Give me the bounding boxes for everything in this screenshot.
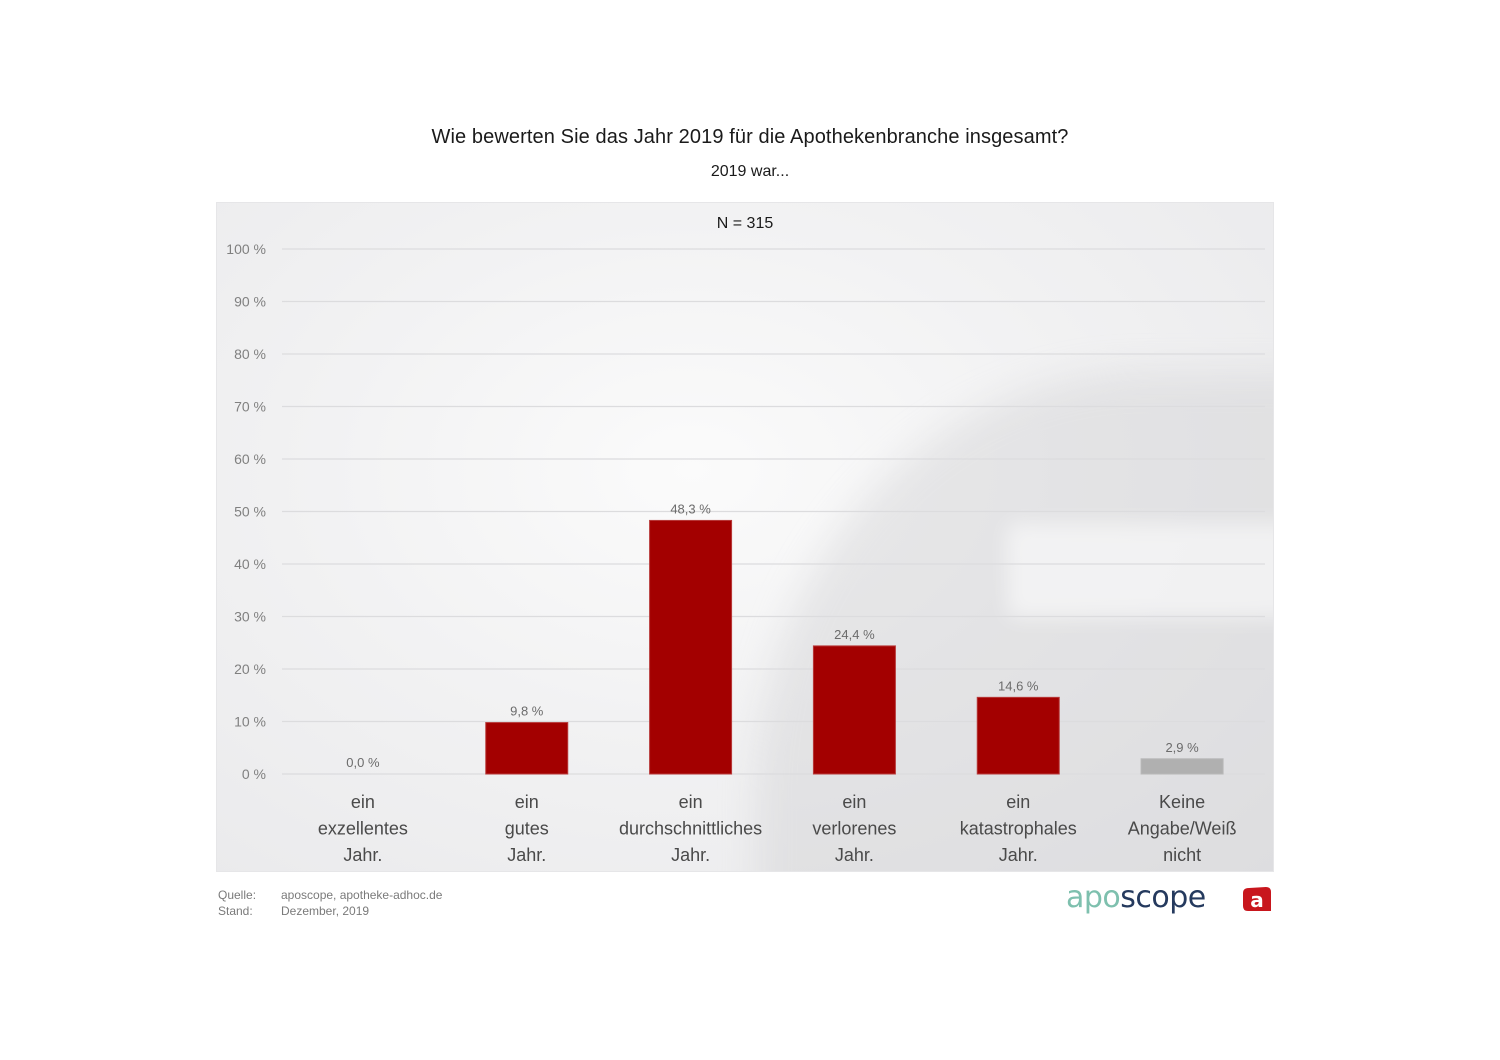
chart-subtitle: 2019 war... [710, 163, 790, 180]
footer-source: Quelle: aposcope, apotheke-adhoc.de [218, 888, 442, 902]
date-key: Stand: [218, 904, 253, 918]
y-tick-label: 10 % [234, 714, 266, 730]
x-tick-label: Jahr. [507, 845, 546, 865]
x-tick-label: ein [1006, 792, 1030, 812]
aposcope-logo: aposcope [1066, 880, 1206, 915]
apotheke-adhoc-logo-icon: a [1243, 887, 1271, 912]
aposcope-logo-part1: apo [1066, 880, 1121, 915]
adhoc-logo-letter: a [1250, 888, 1264, 912]
gridlines [282, 248, 1265, 775]
y-tick-label: 70 % [234, 399, 266, 415]
data-label: 2,9 % [1165, 740, 1199, 755]
bar [485, 722, 569, 775]
chart-panel: 0 % 10 % 20 % 30 % 40 % 50 % 60 % 70 % 80 % 90 % 1… [216, 202, 1274, 872]
x-tick-label: ein [842, 792, 866, 812]
value-labels: 0,0 % 9,8 % 48,3 % 24,4 % 14,6 % 2,9 % [346, 501, 1199, 770]
x-tick-label: katastrophales [960, 819, 1077, 839]
x-tick-label: ein [679, 792, 703, 812]
background-watermark-highlight [1007, 523, 1273, 618]
x-axis-labels: ein exzellentes Jahr. ein gutes Jahr. ein durch… [318, 792, 1237, 865]
footer-date: Stand: Dezember, 2019 [218, 904, 369, 918]
y-tick-label: 0 % [242, 766, 266, 782]
bars [485, 519, 1224, 775]
bar-chart: 0 % 10 % 20 % 30 % 40 % 50 % 60 % 70 % 80 % 90 % 1… [226, 215, 1265, 865]
data-label: 14,6 % [998, 678, 1039, 693]
aposcope-logo-part2: scope [1120, 880, 1206, 915]
x-tick-label: Jahr. [343, 845, 382, 865]
x-tick-label: durchschnittliches [619, 819, 762, 839]
bar [812, 645, 896, 775]
x-tick-label: nicht [1163, 845, 1201, 865]
y-tick-label: 20 % [234, 661, 266, 677]
y-tick-label: 90 % [234, 294, 266, 310]
bar [1140, 758, 1224, 775]
data-label: 0,0 % [346, 755, 380, 770]
y-tick-label: 100 % [226, 241, 266, 257]
chart-title: Wie bewerten Sie das Jahr 2019 für die A… [431, 126, 1069, 148]
data-label: 48,3 % [670, 501, 711, 516]
source-value: aposcope, apotheke-adhoc.de [281, 888, 443, 902]
x-tick-label: ein [351, 792, 375, 812]
data-label: 24,4 % [834, 627, 875, 642]
bar [649, 519, 733, 775]
source-key: Quelle: [218, 888, 257, 902]
y-tick-label: 50 % [234, 504, 266, 520]
x-tick-label: exzellentes [318, 819, 408, 839]
x-tick-label: Jahr. [835, 845, 874, 865]
y-axis-ticks: 0 % 10 % 20 % 30 % 40 % 50 % 60 % 70 % 80 % 90 % 1… [226, 241, 266, 782]
y-tick-label: 80 % [234, 346, 266, 362]
sample-size-label: N = 315 [717, 215, 774, 232]
x-tick-label: ein [515, 792, 539, 812]
y-tick-label: 40 % [234, 556, 266, 572]
x-tick-label: Angabe/Weiß [1128, 819, 1237, 839]
x-tick-label: gutes [505, 819, 549, 839]
x-tick-label: Jahr. [999, 845, 1038, 865]
date-value: Dezember, 2019 [281, 904, 370, 918]
data-label: 9,8 % [510, 704, 544, 719]
y-tick-label: 60 % [234, 451, 266, 467]
bar [976, 696, 1060, 775]
x-tick-label: verlorenes [812, 819, 896, 839]
x-tick-label: Keine [1159, 792, 1205, 812]
x-tick-label: Jahr. [671, 845, 710, 865]
y-tick-label: 30 % [234, 609, 266, 625]
